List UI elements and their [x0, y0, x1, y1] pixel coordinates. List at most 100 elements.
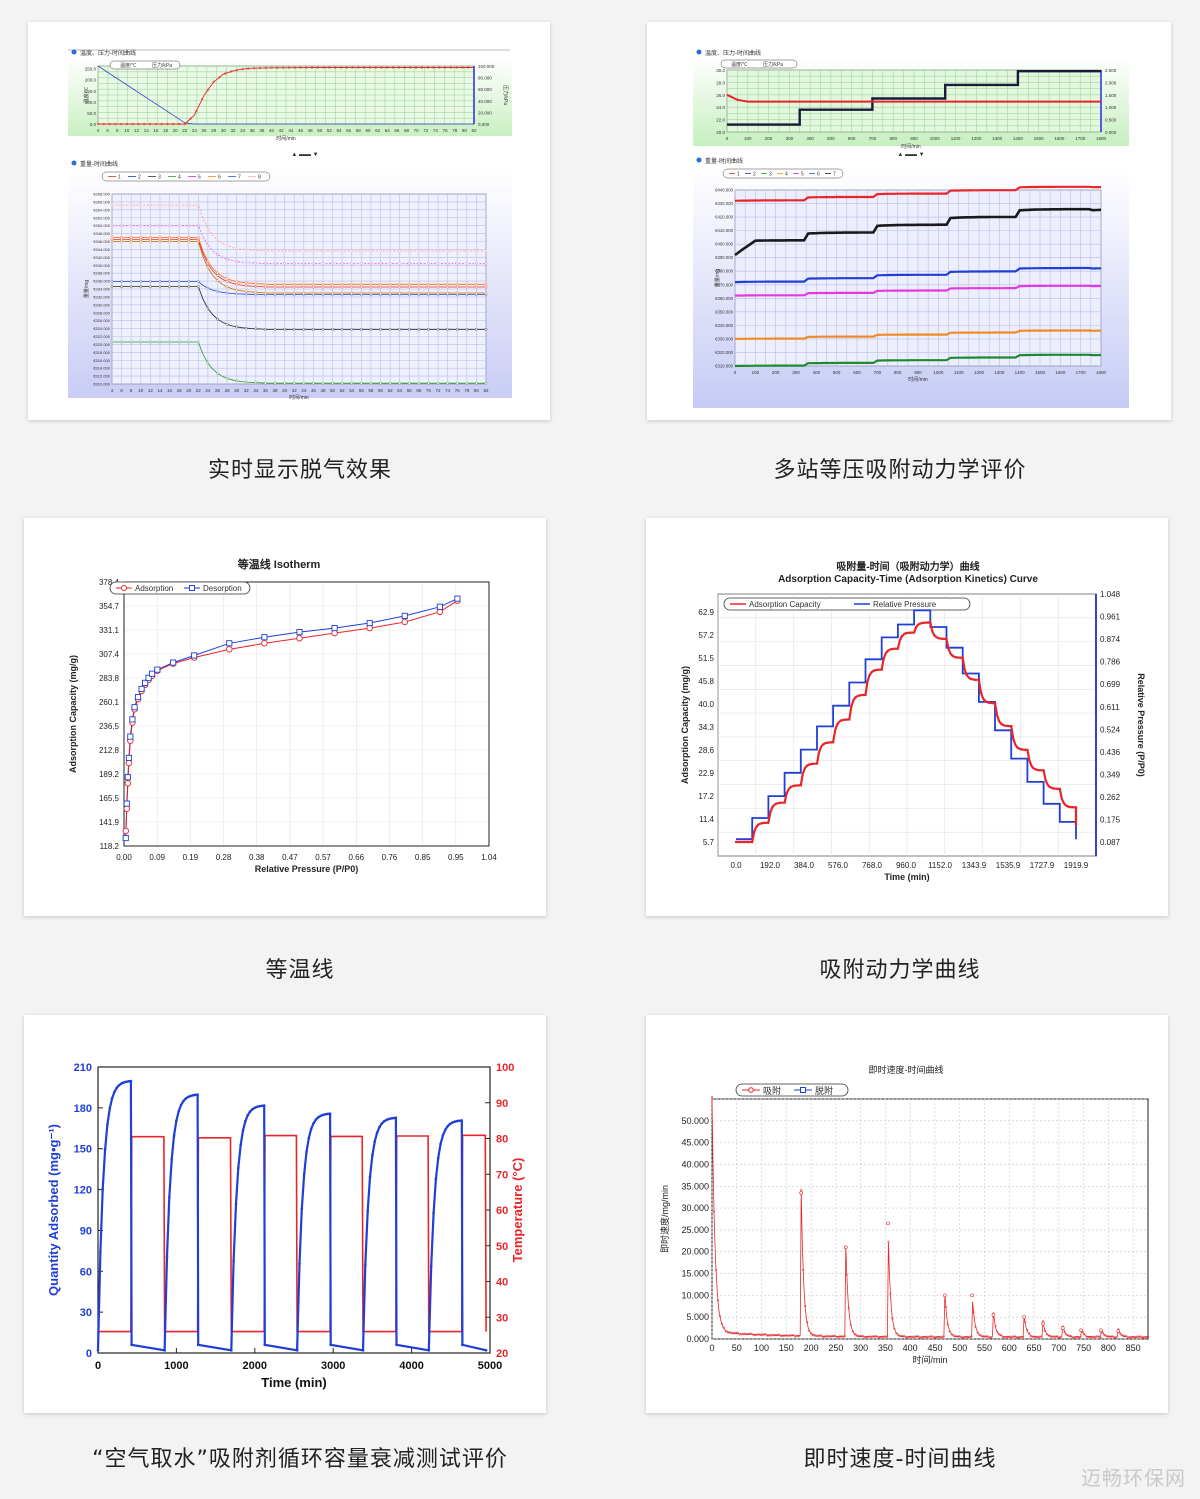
weight-point — [292, 282, 296, 286]
desorption-point — [138, 685, 145, 692]
bottom-xtick: 70 — [426, 388, 432, 393]
spike-peak-point — [1022, 1315, 1026, 1319]
x-tick-label: 50 — [732, 1343, 742, 1353]
bottom-ytick: €312.000 — [93, 374, 110, 379]
weight-point — [398, 328, 401, 331]
quantity-point — [251, 1107, 254, 1111]
rate-point — [736, 1331, 739, 1335]
capacity-point — [937, 636, 940, 640]
capacity-point — [1042, 769, 1045, 772]
bottom-ytick: €340.000 — [715, 323, 734, 328]
capacity-point — [1074, 823, 1078, 826]
temperature-point — [362, 66, 366, 69]
desorption-point — [129, 716, 136, 723]
x-tick-label: 0.95 — [448, 853, 464, 862]
rate-point — [873, 1335, 876, 1338]
bottom-legend-label: 1 — [118, 175, 121, 181]
top-panel-title: 温度、压力-时间曲线 — [705, 49, 761, 57]
legend-label-capacity: Adsorption Capacity — [749, 600, 821, 609]
temperature-point — [322, 66, 325, 69]
chart-card-degas: 温度、压力-时间曲线 温度/℃ 压力/kPa 250.0 200.0 150.0 100.0… — [28, 22, 550, 420]
weight-point — [369, 282, 373, 286]
bottom-xtick: 900 — [914, 370, 922, 375]
weight-point — [484, 381, 488, 385]
capacity-point — [753, 830, 756, 834]
temperature-point — [368, 66, 372, 69]
capacity-point — [1030, 764, 1033, 768]
y-tick-label: 11.4 — [699, 815, 715, 824]
top-xtick: 58 — [356, 128, 362, 133]
weight-point — [484, 291, 488, 295]
y-tick-label: 5.000 — [686, 1312, 709, 1322]
weight-point — [216, 238, 219, 242]
top-xtick: 1500 — [1034, 136, 1045, 141]
x-tick-label: 192.0 — [760, 861, 781, 870]
quantity-point — [460, 1119, 464, 1122]
weight-point — [340, 262, 344, 265]
temperature-point — [137, 122, 140, 126]
quantity-point — [191, 1094, 195, 1097]
rate-point — [879, 1336, 882, 1339]
quantity-point — [395, 1343, 398, 1347]
bottom-legend-label: 3 — [769, 172, 772, 178]
capacity-point — [793, 784, 796, 787]
x-tick-label: 3000 — [321, 1360, 345, 1372]
weight-point — [149, 203, 152, 207]
weight-point — [177, 224, 181, 227]
rate-point — [1136, 1335, 1140, 1338]
weight-point — [110, 285, 114, 288]
weight-point — [321, 381, 325, 385]
y-axis-label: Adsorption Capacity (mg/g) — [68, 655, 78, 773]
weight-point — [110, 224, 114, 227]
quantity-point — [300, 1207, 304, 1211]
quantity-point — [237, 1166, 240, 1170]
weight-point — [436, 282, 440, 286]
rate-point — [887, 1240, 890, 1243]
quantity-point — [113, 1090, 116, 1094]
weight-point — [168, 240, 171, 243]
weight-point — [398, 381, 401, 385]
bottom-xtick: 58 — [368, 388, 374, 393]
weight-point — [398, 262, 401, 265]
top-xtick: 900 — [910, 136, 918, 141]
capacity-point — [983, 699, 987, 703]
bottom-xtick: 1700 — [1076, 370, 1087, 375]
weight-point — [177, 203, 181, 207]
caption-isotherm: 等温线 — [265, 958, 335, 983]
top-xtick: 70 — [414, 128, 420, 133]
temperature-point — [102, 122, 105, 126]
y-tick-label: 60 — [80, 1266, 92, 1278]
weight-point — [350, 381, 354, 385]
y2-tick-label: 40 — [496, 1277, 508, 1289]
weight-point — [168, 340, 171, 344]
weight-point — [379, 249, 382, 253]
y2-tick-label: 20 — [496, 1348, 508, 1360]
adsorption-point — [366, 624, 373, 632]
rate-point — [800, 1188, 803, 1191]
weight-series-green — [734, 353, 1102, 368]
top-y2tick: 1.000 — [1105, 105, 1117, 110]
desorption-point — [125, 754, 132, 761]
top-panel-title: 温度、压力-时间曲线 — [80, 49, 136, 57]
bottom-xtick: 1600 — [1055, 370, 1066, 375]
top-ytick: 0.0 — [90, 122, 97, 127]
weight-point — [331, 291, 334, 295]
quantity-point — [329, 1343, 332, 1347]
weight-point — [475, 328, 478, 331]
rate-point — [980, 1334, 983, 1338]
rate-point — [849, 1323, 852, 1326]
weight-point — [340, 381, 344, 385]
chart-subtitle: Adsorption Capacity-Time (Adsorption Kin… — [778, 574, 1038, 585]
rate-point — [920, 1336, 924, 1339]
rate-point — [917, 1335, 920, 1338]
quantity-point — [366, 1209, 369, 1213]
rate-point — [962, 1336, 965, 1339]
watermark-text: 迈畅环保网 — [1081, 1466, 1186, 1490]
legend-box — [735, 1083, 849, 1097]
legend-label-adsorption: Adsorption — [135, 584, 173, 593]
weight-point — [139, 285, 143, 288]
quantity-point — [461, 1343, 464, 1347]
weight-point — [177, 236, 181, 239]
weight-point — [369, 249, 373, 253]
y-tick-label: 378.4 — [99, 578, 120, 587]
